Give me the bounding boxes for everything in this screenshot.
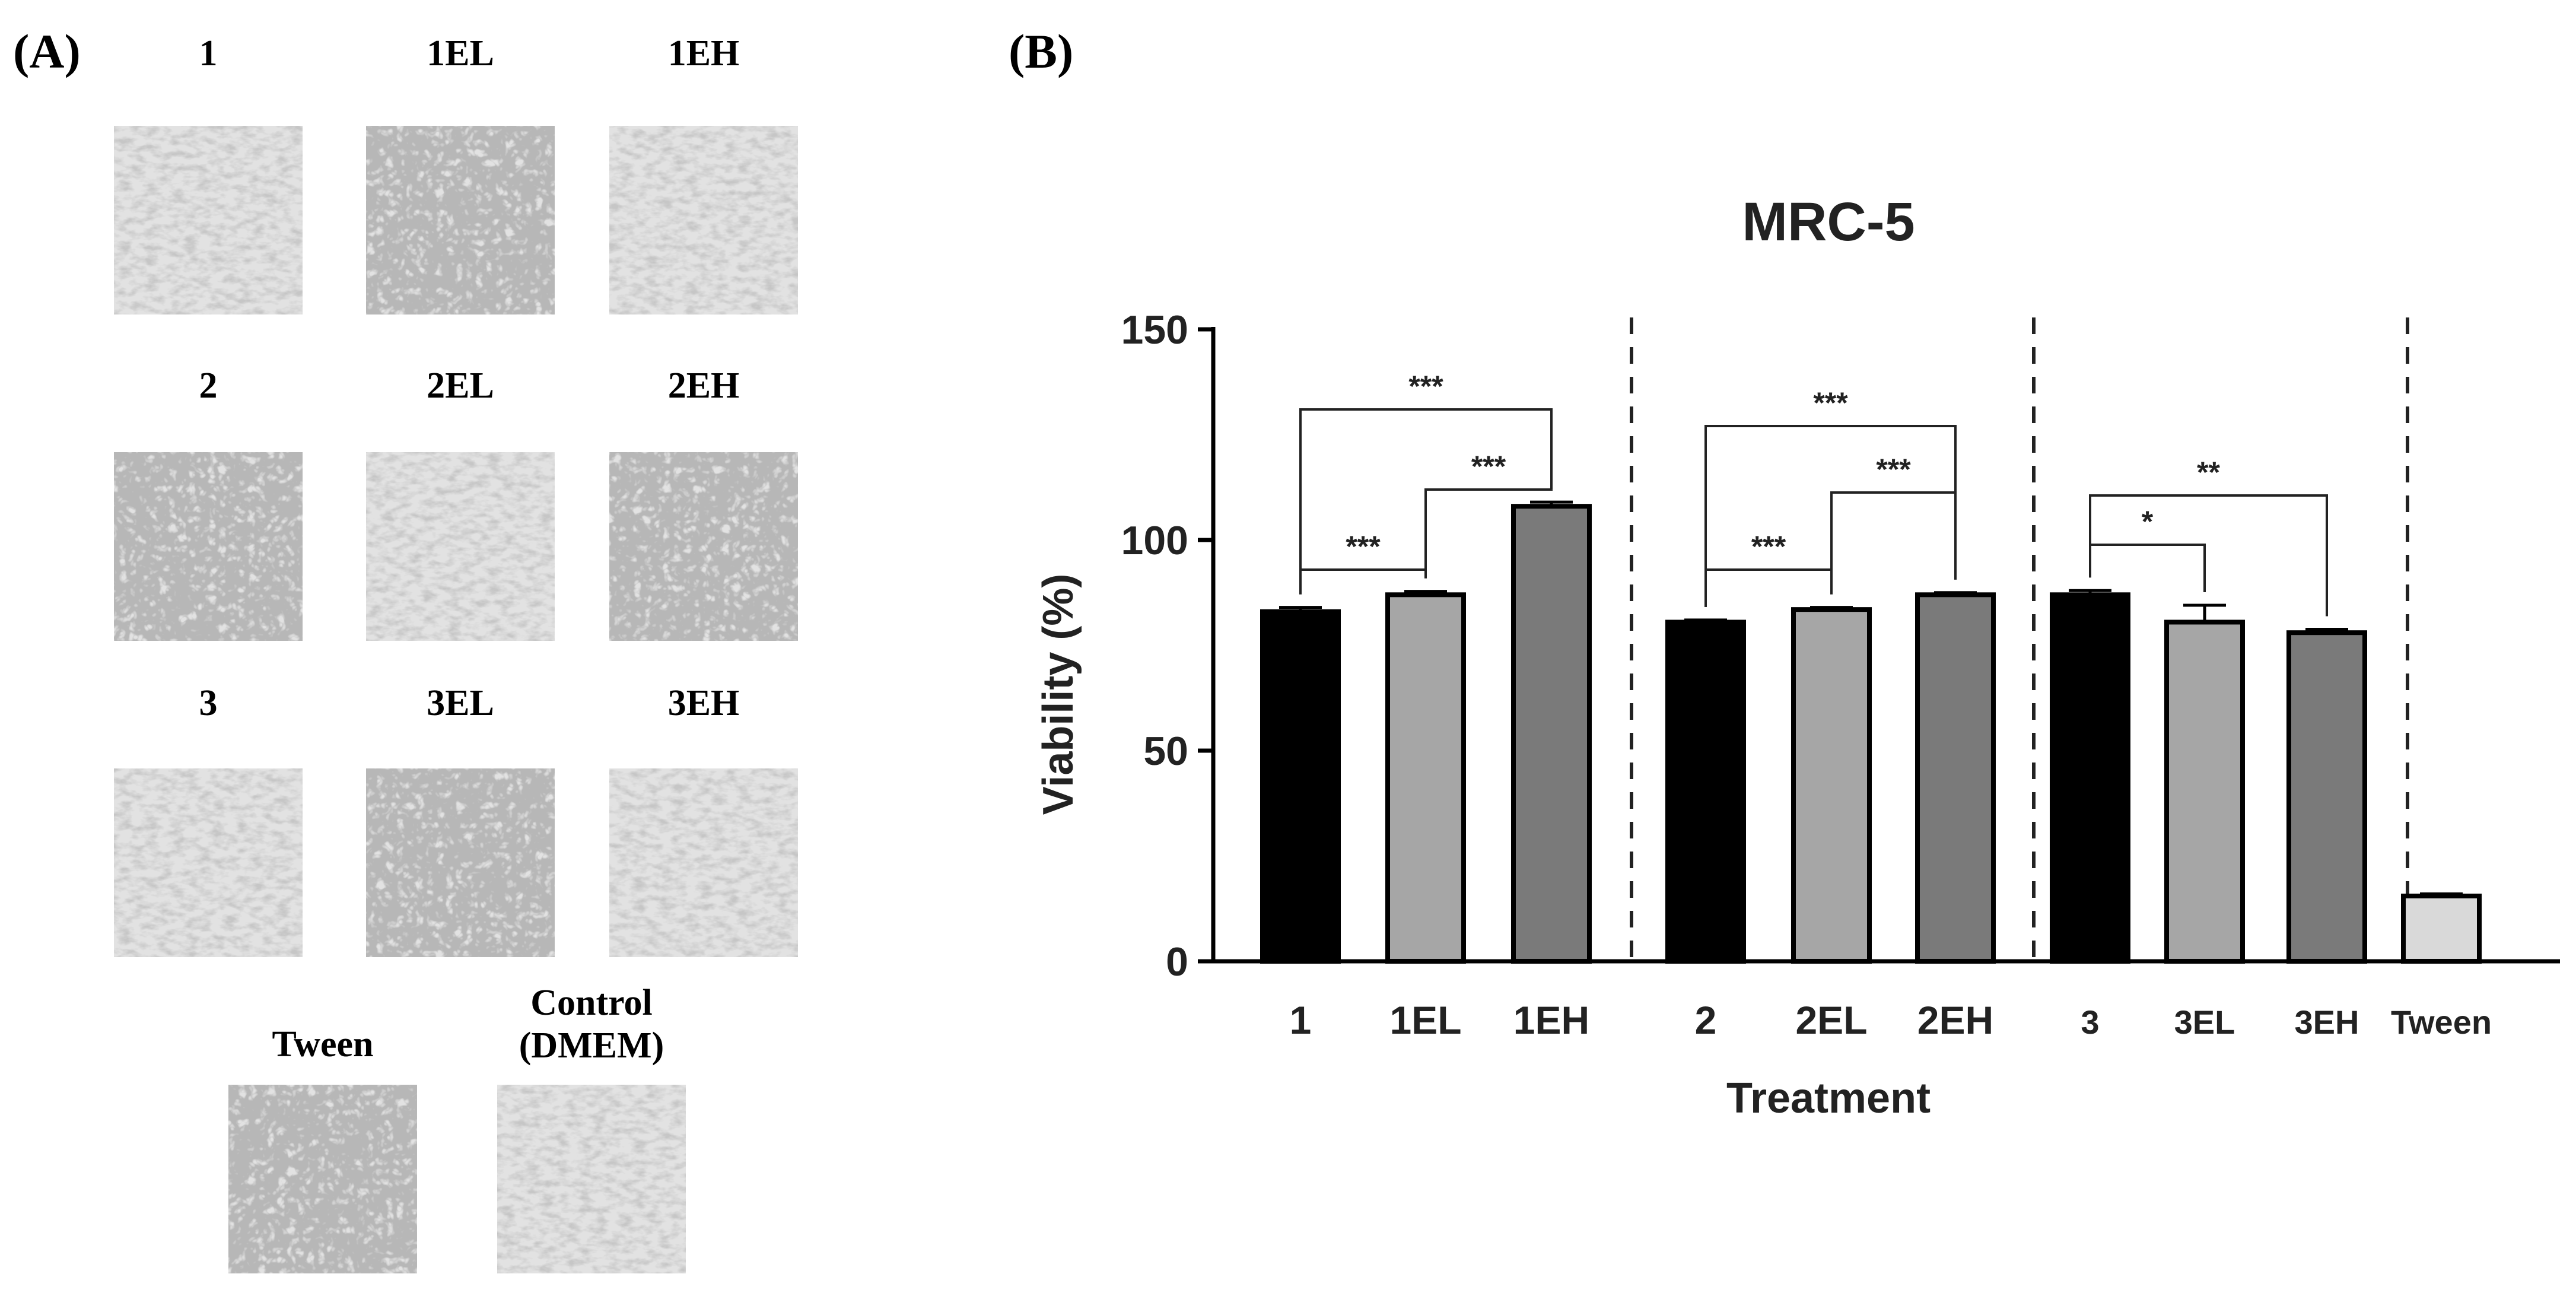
- micrograph-label: 3: [199, 683, 218, 723]
- chart-title: MRC-5: [1742, 192, 1914, 252]
- bar: [1791, 607, 1872, 964]
- micrograph-label: Tween: [272, 1024, 373, 1065]
- panel-b-label: (B): [1009, 24, 1073, 78]
- x-tick-label: 2EL: [1795, 998, 1867, 1042]
- micrograph-tile: 1EL: [366, 33, 555, 314]
- micrograph-tile: 2EL: [366, 366, 555, 641]
- significance-bracket: [1299, 408, 1553, 595]
- micrograph-label: 2: [199, 366, 218, 406]
- micrograph-label-line2: (DMEM): [519, 1025, 664, 1066]
- significance-bracket: [2089, 494, 2328, 617]
- micrograph-label: Control: [530, 983, 653, 1023]
- significance-label: ***: [1751, 530, 1786, 563]
- microscopy-grid: 1 1EL 1EH 2 2EL 2EH 3 3EL 3EH Tween Control(DMEM): [114, 33, 798, 1273]
- micrograph-tile: Tween: [228, 1024, 417, 1273]
- panel-a-label: (A): [13, 24, 81, 78]
- micrograph-cells: [366, 126, 555, 314]
- bar: [1665, 620, 1746, 964]
- micrograph-tile: 2: [114, 366, 303, 641]
- significance-bracket: [2089, 544, 2206, 593]
- significance-label: *: [2142, 505, 2154, 538]
- x-tick-label: Tween: [2391, 1003, 2492, 1041]
- micrograph-cells: [366, 452, 555, 641]
- bar: [1260, 609, 1341, 964]
- x-tick-label: 3EL: [2174, 1003, 2235, 1041]
- significance-bracket: [1424, 488, 1553, 579]
- x-tick-label: 1EL: [1389, 998, 1461, 1042]
- micrograph-label: 1EH: [668, 33, 740, 74]
- micrograph-cells: [114, 768, 303, 957]
- micrograph-label: 3EH: [668, 683, 740, 723]
- micrograph-tile: 3: [114, 683, 303, 957]
- micrograph-tile: 3EH: [609, 683, 798, 957]
- significance-label: ***: [1876, 453, 1911, 486]
- significance-bracket: [1704, 425, 1957, 607]
- bar: [2050, 592, 2130, 964]
- micrograph-tile: 1EH: [609, 33, 798, 314]
- x-tick-label: 3EH: [2295, 1003, 2359, 1041]
- x-tick-label: 2EH: [1917, 998, 1993, 1042]
- micrograph-cells: [609, 126, 798, 314]
- bar: [2401, 893, 2482, 964]
- micrograph-label: 3EL: [427, 683, 494, 723]
- micrograph-cells: [114, 452, 303, 641]
- significance-bracket: [1830, 491, 1957, 595]
- bar: [1915, 592, 1996, 964]
- micrograph-label: 2EL: [427, 366, 494, 406]
- significance-label: ***: [1346, 530, 1381, 563]
- x-axis-label: Treatment: [1726, 1075, 1931, 1122]
- micrograph-tile: Control(DMEM): [497, 983, 686, 1273]
- micrograph-label: 1EL: [427, 33, 494, 74]
- bar: [2286, 630, 2367, 964]
- significance-label: **: [2197, 456, 2220, 489]
- micrograph-tile: 2EH: [609, 366, 798, 641]
- x-tick-label: 1EH: [1513, 998, 1589, 1042]
- bar: [1511, 504, 1592, 964]
- y-tick-label: 0: [1166, 939, 1188, 984]
- significance-bracket: [1704, 568, 1833, 607]
- micrograph-cells: [609, 768, 798, 957]
- micrograph-cells: [497, 1085, 686, 1273]
- x-tick-label: 1: [1290, 998, 1312, 1042]
- y-tick-label: 100: [1121, 518, 1188, 563]
- micrograph-label: 1: [199, 33, 218, 74]
- micrograph-cells: [366, 768, 555, 957]
- significance-label: ***: [1408, 370, 1443, 403]
- y-axis-label: Viability (%): [1035, 574, 1082, 815]
- micrograph-tile: 3EL: [366, 683, 555, 957]
- significance-label: ***: [1471, 450, 1506, 483]
- x-tick-label: 2: [1695, 998, 1717, 1042]
- micrograph-label: 2EH: [668, 366, 740, 406]
- micrograph-tile: 1: [114, 33, 303, 314]
- significance-label: ***: [1813, 386, 1848, 420]
- y-tick-label: 50: [1143, 729, 1188, 774]
- y-tick-label: 150: [1121, 307, 1188, 352]
- micrograph-cells: [609, 452, 798, 641]
- micrograph-cells: [114, 126, 303, 314]
- bar: [2164, 620, 2245, 964]
- bar: [1385, 592, 1466, 964]
- x-tick-label: 3: [2081, 1003, 2099, 1041]
- micrograph-cells: [228, 1085, 417, 1273]
